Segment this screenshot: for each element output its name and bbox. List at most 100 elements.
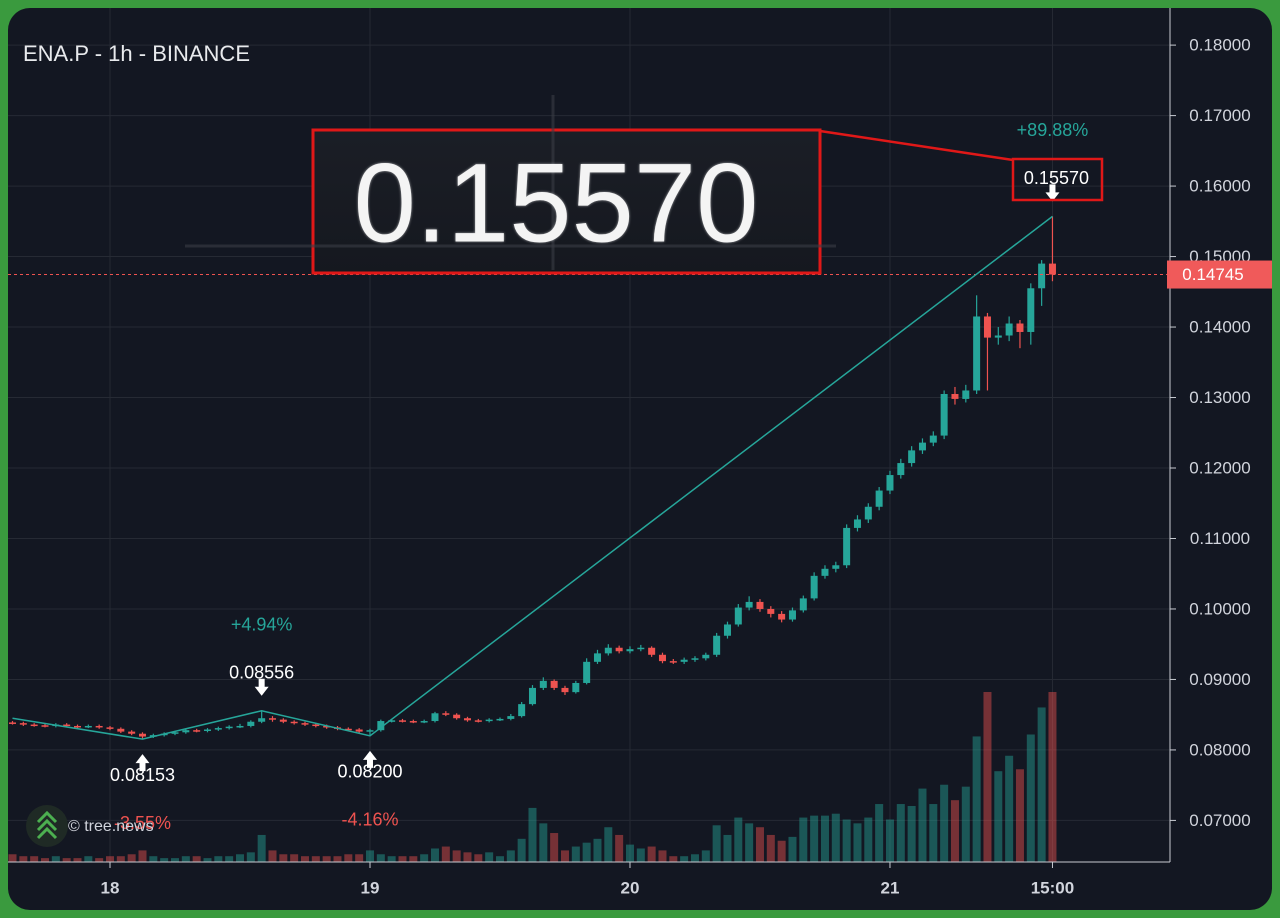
candle-body xyxy=(182,730,190,733)
volume-bar xyxy=(300,856,309,862)
y-tick-label: 0.11000 xyxy=(1190,529,1250,548)
volume-bar xyxy=(1005,755,1014,862)
volume-bar xyxy=(51,856,60,862)
zigzag-line xyxy=(12,215,1053,740)
candle-body xyxy=(767,608,775,614)
y-tick-label: 0.08000 xyxy=(1189,740,1250,759)
zoom-connector xyxy=(819,129,1014,162)
candle-body xyxy=(1005,323,1013,336)
candle-body xyxy=(658,654,666,662)
candle-body xyxy=(539,680,547,688)
volume-bar xyxy=(701,850,710,862)
y-tick-label: 0.13000 xyxy=(1189,388,1250,407)
candle-body xyxy=(994,335,1002,338)
pivot-change: -3.55% xyxy=(114,813,171,833)
volume-bar xyxy=(268,850,277,862)
y-tick-label: 0.09000 xyxy=(1189,670,1250,689)
volume-bar xyxy=(203,858,212,862)
volume-bar xyxy=(257,834,266,862)
volume-bar xyxy=(896,804,905,862)
candle-body xyxy=(9,722,16,724)
y-tick-label: 0.16000 xyxy=(1189,177,1250,196)
axes: 0.180000.170000.160000.150000.140000.130… xyxy=(101,36,1272,897)
pivot-arrow xyxy=(254,678,269,696)
candle-body xyxy=(518,704,526,717)
candle-body xyxy=(290,721,298,724)
volume-bar xyxy=(506,850,515,862)
zoom-label: 0.15570 xyxy=(354,141,759,266)
pivot-change: +4.94% xyxy=(231,614,293,634)
pivot-change: -4.16% xyxy=(341,810,398,830)
x-tick-label: 20 xyxy=(621,878,640,897)
candle-body xyxy=(983,316,991,338)
candle-body xyxy=(398,720,406,722)
volume-bar xyxy=(658,850,667,862)
candle-body xyxy=(626,649,634,652)
volume-layer xyxy=(8,692,1057,862)
candle-body xyxy=(63,724,71,727)
pivot-change: +89.88% xyxy=(1017,120,1089,140)
volume-bar xyxy=(495,856,504,862)
volume-bar xyxy=(604,827,613,862)
candle-body xyxy=(550,680,558,688)
volume-bar xyxy=(625,844,634,862)
volume-bar xyxy=(149,856,158,862)
candle-body xyxy=(528,687,536,705)
candle-body xyxy=(680,659,688,662)
candle-body xyxy=(128,731,136,734)
volume-bar xyxy=(430,848,439,862)
candle-body xyxy=(258,718,266,722)
candle-body xyxy=(908,450,916,464)
volume-bar xyxy=(550,833,559,862)
volume-bar xyxy=(777,840,786,862)
candle-body xyxy=(30,724,38,727)
candle-body xyxy=(323,725,331,728)
candle-body xyxy=(377,721,385,731)
y-tick-label: 0.18000 xyxy=(1189,36,1250,55)
candle-body xyxy=(973,316,981,391)
volume-bar xyxy=(409,856,418,862)
volume-bar xyxy=(279,854,288,862)
volume-bar xyxy=(474,854,483,862)
candle-body xyxy=(723,624,731,636)
pivot-arrow xyxy=(362,750,377,768)
volume-bar xyxy=(290,854,299,862)
candle-body xyxy=(409,721,417,723)
volume-bar xyxy=(864,817,873,862)
candle-body xyxy=(19,723,27,725)
candle-body xyxy=(485,719,493,722)
volume-bar xyxy=(1048,692,1057,862)
candle-body xyxy=(214,728,222,730)
volume-bar xyxy=(1026,734,1035,862)
candle-body xyxy=(442,713,450,715)
zoom-box xyxy=(311,128,822,275)
candle-body xyxy=(832,565,840,569)
volume-bar xyxy=(950,800,959,862)
volume-bar xyxy=(246,852,255,862)
candle-body xyxy=(561,687,569,693)
volume-bar xyxy=(365,850,374,862)
candle-body xyxy=(41,725,49,727)
volume-bar xyxy=(73,858,82,862)
candle-body xyxy=(1038,263,1046,289)
watermark-chevrons xyxy=(36,810,58,840)
volume-bar xyxy=(376,854,385,862)
candle-body xyxy=(312,724,320,727)
zoom-target-box xyxy=(1011,157,1104,202)
candle-body xyxy=(886,475,894,491)
last-price-label: 0.14745 xyxy=(1182,265,1243,284)
volume-bar xyxy=(235,854,244,862)
volume-bar xyxy=(1015,769,1024,862)
volume-bar xyxy=(420,854,429,862)
candle-body xyxy=(496,718,504,721)
candle-body xyxy=(713,635,721,655)
candle-body xyxy=(193,730,201,732)
volume-bar xyxy=(95,858,104,862)
volume-bar xyxy=(170,858,179,862)
pivot-label: 0.08556 xyxy=(229,662,294,682)
volume-bar xyxy=(940,784,949,862)
candle-body xyxy=(73,725,81,728)
volume-bar xyxy=(745,823,754,862)
candle-body xyxy=(951,393,959,399)
